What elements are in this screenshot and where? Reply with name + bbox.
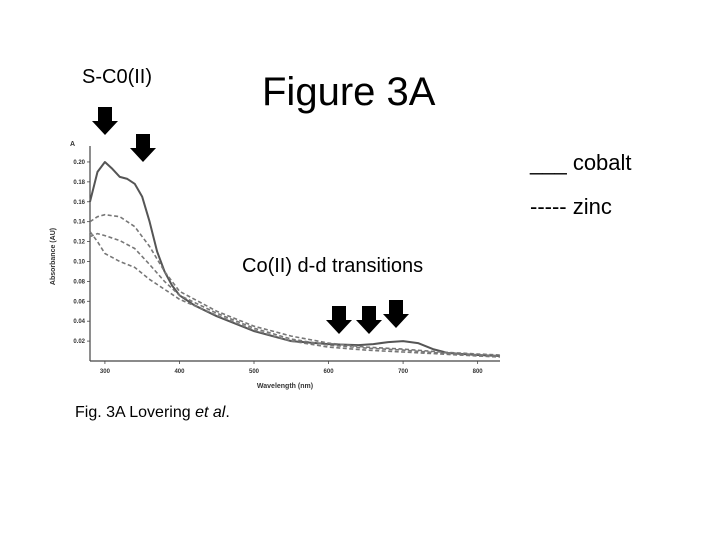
x-tick-label: 300: [100, 369, 111, 375]
annotation-arrows: [92, 107, 409, 334]
zinc-series-line-3: [89, 231, 501, 358]
caption-italic: et al: [195, 404, 226, 421]
y-tick-label: 0.16: [73, 200, 85, 206]
y-tick-label: 0.12: [73, 240, 85, 246]
dd-arrow-3: [383, 300, 409, 328]
y-tick-label: 0.20: [73, 160, 85, 166]
dd-arrow-1: [326, 306, 352, 334]
y-tick-label: 0.06: [73, 299, 85, 305]
cobalt-series-line: [89, 161, 501, 357]
y-tick-label: 0.02: [73, 339, 85, 345]
figure-caption: Fig. 3A Lovering et al.: [75, 404, 230, 422]
legend-cobalt: ___ cobalt: [530, 150, 632, 175]
zinc-series-line-2: [89, 232, 501, 357]
x-tick-label: 600: [324, 369, 335, 375]
peak-arrow-1: [92, 107, 118, 135]
chart-axes: [89, 146, 500, 362]
peak-label: S-C0(II): [82, 66, 152, 88]
peak-arrow-2: [130, 134, 156, 162]
y-tick-label: 0.14: [73, 220, 85, 226]
y-tick-label: 0.18: [73, 180, 85, 186]
y-tick-label: 0.10: [73, 259, 85, 265]
zinc-series-line-1: [89, 213, 501, 356]
x-tick-label: 500: [249, 369, 260, 375]
x-tick-label: 700: [398, 369, 409, 375]
caption-prefix: Fig. 3A Lovering: [75, 404, 196, 421]
y-tick-label: 0.04: [73, 319, 85, 325]
chart-ticks: 0.02 0.04 0.06 0.08 0.10 0.12 0.14 0.16 0.18 0.20…: [50, 141, 483, 390]
dd-arrow-2: [356, 306, 382, 334]
x-axis-title: Wavelength (nm): [257, 383, 313, 390]
legend-zinc: ----- zinc: [530, 194, 612, 219]
y-axis-title: Absorbance (AU): [50, 228, 57, 285]
chart-series: [89, 161, 501, 358]
y-unit-label: A: [70, 141, 75, 148]
caption-suffix: .: [225, 404, 230, 421]
transitions-label: Co(II) d-d transitions: [242, 255, 424, 277]
y-tick-label: 0.08: [73, 279, 85, 285]
slide-title: Figure 3A: [262, 70, 436, 114]
x-tick-label: 800: [473, 369, 484, 375]
x-tick-label: 400: [174, 369, 185, 375]
